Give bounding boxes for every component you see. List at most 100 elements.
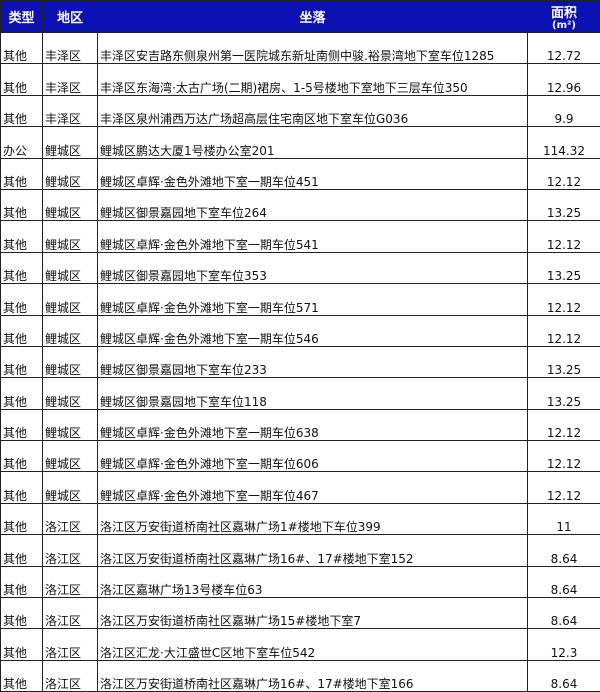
cell-type: 其他 <box>0 314 43 347</box>
cell-location: 鲤城区卓辉·金色外滩地下室一期车位541 <box>97 220 528 253</box>
cell-type: 其他 <box>0 597 43 630</box>
cell-location: 鲤城区卓辉·金色外滩地下室一期车位467 <box>97 471 528 504</box>
cell-location: 鲤城区御景嘉园地下室车位118 <box>97 377 528 410</box>
cell-region: 洛江区 <box>42 534 98 567</box>
cell-region: 鲤城区 <box>42 471 98 504</box>
cell-region: 鲤城区 <box>42 440 98 473</box>
table-row: 其他 洛江区 洛江区嘉琳广场13号楼车位63 8.64 <box>0 565 600 599</box>
cell-region: 丰泽区 <box>42 31 98 65</box>
cell-type: 其他 <box>0 534 43 567</box>
cell-type: 其他 <box>0 565 43 599</box>
cell-type: 其他 <box>0 220 43 253</box>
cell-region: 丰泽区 <box>42 63 98 96</box>
table-row: 其他 鲤城区 鲤城区卓辉·金色外滩地下室一期车位541 12.12 <box>0 220 600 253</box>
cell-area: 12.12 <box>527 220 600 253</box>
cell-area: 12.12 <box>527 157 600 190</box>
cell-type: 其他 <box>0 345 43 379</box>
cell-area: 12.12 <box>527 440 600 473</box>
cell-area: 12.96 <box>527 63 600 96</box>
cell-location: 丰泽区东海湾·太古广场(二期)裙房、1-5号楼地下室地下三层车位350 <box>97 63 528 96</box>
cell-area: 12.72 <box>527 31 600 65</box>
cell-type: 办公 <box>0 126 43 159</box>
cell-location: 鲤城区御景嘉园地下室车位264 <box>97 188 528 222</box>
cell-region: 洛江区 <box>42 502 98 536</box>
table-row: 其他 鲤城区 鲤城区卓辉·金色外滩地下室一期车位451 12.12 <box>0 157 600 190</box>
header-area-unit: (m²) <box>552 20 576 31</box>
cell-location: 洛江区万安街道桥南社区嘉琳广场16#、17#楼地下室152 <box>97 534 528 567</box>
cell-area: 12.3 <box>527 628 600 661</box>
cell-location: 洛江区万安街道桥南社区嘉琳广场15#楼地下室7 <box>97 597 528 630</box>
cell-type: 其他 <box>0 502 43 536</box>
cell-area: 8.64 <box>527 565 600 599</box>
table-row: 办公 鲤城区 鲤城区鹏达大厦1号楼办公室201 114.32 <box>0 126 600 159</box>
cell-type: 其他 <box>0 188 43 222</box>
cell-region: 丰泽区 <box>42 94 98 128</box>
table-row: 其他 鲤城区 鲤城区卓辉·金色外滩地下室一期车位467 12.12 <box>0 471 600 504</box>
cell-type: 其他 <box>0 408 43 442</box>
cell-location: 洛江区万安街道桥南社区嘉琳广场16#、17#楼地下室166 <box>97 659 528 692</box>
cell-type: 其他 <box>0 94 43 128</box>
table-row: 其他 鲤城区 鲤城区御景嘉园地下室车位264 13.25 <box>0 188 600 222</box>
cell-region: 洛江区 <box>42 628 98 661</box>
table-row: 其他 丰泽区 丰泽区泉州浦西万达广场超高层住宅南区地下室车位G036 9.9 <box>0 94 600 128</box>
table-row: 其他 鲤城区 鲤城区卓辉·金色外滩地下室一期车位606 12.12 <box>0 440 600 473</box>
cell-region: 鲤城区 <box>42 377 98 410</box>
table-row: 其他 洛江区 洛江区万安街道桥南社区嘉琳广场15#楼地下室7 8.64 <box>0 597 600 630</box>
cell-region: 鲤城区 <box>42 283 98 316</box>
cell-location: 洛江区汇龙·大江盛世C区地下室车位542 <box>97 628 528 661</box>
cell-location: 鲤城区卓辉·金色外滩地下室一期车位451 <box>97 157 528 190</box>
cell-location: 丰泽区泉州浦西万达广场超高层住宅南区地下室车位G036 <box>97 94 528 128</box>
table-row: 其他 丰泽区 丰泽区安吉路东侧泉州第一医院城东新址南侧中骏.裕景湾地下室车位1285… <box>0 31 600 65</box>
cell-region: 鲤城区 <box>42 408 98 442</box>
cell-area: 13.25 <box>527 188 600 222</box>
table-row: 其他 鲤城区 鲤城区卓辉·金色外滩地下室一期车位571 12.12 <box>0 283 600 316</box>
cell-type: 其他 <box>0 157 43 190</box>
cell-location: 鲤城区鹏达大厦1号楼办公室201 <box>97 126 528 159</box>
cell-type: 其他 <box>0 63 43 96</box>
cell-region: 洛江区 <box>42 659 98 692</box>
cell-region: 鲤城区 <box>42 220 98 253</box>
cell-location: 丰泽区安吉路东侧泉州第一医院城东新址南侧中骏.裕景湾地下室车位1285 <box>97 31 528 65</box>
cell-area: 12.12 <box>527 408 600 442</box>
header-row: 类型 地区 坐落 面积 (m²) <box>0 0 600 33</box>
table-row: 其他 洛江区 洛江区万安街道桥南社区嘉琳广场16#、17#楼地下室166 8.64 <box>0 659 600 692</box>
cell-area: 12.12 <box>527 314 600 347</box>
table-row: 其他 洛江区 洛江区万安街道桥南社区嘉琳广场16#、17#楼地下室152 8.64 <box>0 534 600 567</box>
table-row: 其他 丰泽区 丰泽区东海湾·太古广场(二期)裙房、1-5号楼地下室地下三层车位350… <box>0 63 600 96</box>
cell-area: 114.32 <box>527 126 600 159</box>
table-row: 其他 洛江区 洛江区汇龙·大江盛世C区地下室车位542 12.3 <box>0 628 600 661</box>
table-row: 其他 鲤城区 鲤城区卓辉·金色外滩地下室一期车位546 12.12 <box>0 314 600 347</box>
cell-location: 鲤城区卓辉·金色外滩地下室一期车位638 <box>97 408 528 442</box>
cell-location: 洛江区万安街道桥南社区嘉琳广场1#楼地下车位399 <box>97 502 528 536</box>
cell-area: 12.12 <box>527 471 600 504</box>
cell-location: 洛江区嘉琳广场13号楼车位63 <box>97 565 528 599</box>
cell-area: 8.64 <box>527 659 600 692</box>
header-area-label: 面积 <box>550 6 577 21</box>
cell-type: 其他 <box>0 251 43 285</box>
table-row: 其他 洛江区 洛江区万安街道桥南社区嘉琳广场1#楼地下车位399 11 <box>0 502 600 536</box>
cell-location: 鲤城区卓辉·金色外滩地下室一期车位571 <box>97 283 528 316</box>
table-row: 其他 鲤城区 鲤城区御景嘉园地下室车位233 13.25 <box>0 345 600 379</box>
cell-area: 13.25 <box>527 345 600 379</box>
cell-area: 13.25 <box>527 251 600 285</box>
cell-type: 其他 <box>0 283 43 316</box>
cell-area: 9.9 <box>527 94 600 128</box>
table-row: 其他 鲤城区 鲤城区御景嘉园地下室车位118 13.25 <box>0 377 600 410</box>
cell-region: 鲤城区 <box>42 188 98 222</box>
header-region: 地区 <box>42 0 98 33</box>
cell-region: 鲤城区 <box>42 126 98 159</box>
cell-area: 8.64 <box>527 597 600 630</box>
cell-area: 13.25 <box>527 377 600 410</box>
cell-location: 鲤城区卓辉·金色外滩地下室一期车位606 <box>97 440 528 473</box>
cell-region: 鲤城区 <box>42 345 98 379</box>
cell-area: 8.64 <box>527 534 600 567</box>
cell-location: 鲤城区御景嘉园地下室车位353 <box>97 251 528 285</box>
header-area: 面积 (m²) <box>527 0 600 33</box>
cell-region: 鲤城区 <box>42 314 98 347</box>
cell-region: 洛江区 <box>42 597 98 630</box>
header-location: 坐落 <box>97 0 528 33</box>
cell-type: 其他 <box>0 377 43 410</box>
cell-region: 鲤城区 <box>42 251 98 285</box>
cell-area: 12.12 <box>527 283 600 316</box>
cell-region: 鲤城区 <box>42 157 98 190</box>
